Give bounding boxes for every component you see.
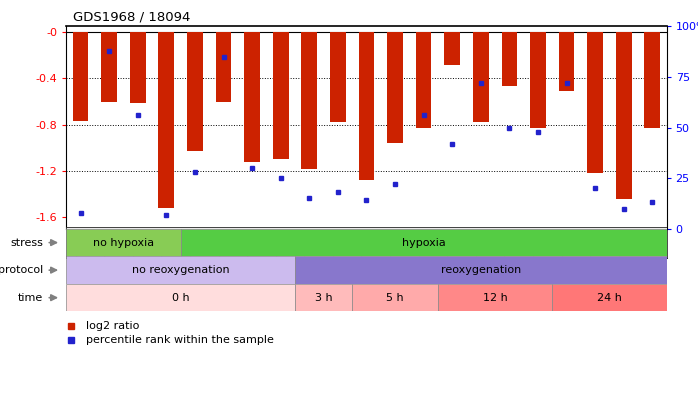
Text: GSM16814: GSM16814 bbox=[219, 229, 228, 274]
Bar bbox=[73, 32, 89, 121]
Text: GSM16824: GSM16824 bbox=[419, 229, 428, 274]
Bar bbox=[445, 32, 460, 64]
Text: GSM16833: GSM16833 bbox=[591, 229, 600, 275]
Text: GDS1968 / 18094: GDS1968 / 18094 bbox=[73, 10, 191, 23]
Bar bbox=[216, 32, 231, 102]
Text: GSM16816: GSM16816 bbox=[276, 229, 285, 274]
Text: 3 h: 3 h bbox=[315, 293, 332, 303]
Text: GSM16837: GSM16837 bbox=[105, 229, 114, 275]
Text: no reoxygenation: no reoxygenation bbox=[132, 265, 230, 275]
Bar bbox=[66, 256, 295, 284]
Bar bbox=[416, 32, 431, 128]
Bar bbox=[616, 32, 632, 199]
Bar bbox=[530, 32, 546, 128]
Text: time: time bbox=[18, 293, 43, 303]
Text: 0 h: 0 h bbox=[172, 293, 189, 303]
Bar bbox=[273, 32, 288, 160]
Text: GSM16835: GSM16835 bbox=[648, 229, 657, 274]
Text: no hypoxia: no hypoxia bbox=[93, 238, 154, 247]
Bar bbox=[644, 32, 660, 128]
Bar bbox=[66, 229, 181, 256]
Text: 12 h: 12 h bbox=[483, 293, 507, 303]
Bar bbox=[473, 32, 489, 122]
Bar bbox=[244, 32, 260, 162]
Bar bbox=[330, 32, 346, 122]
Bar bbox=[295, 284, 352, 311]
Text: protocol: protocol bbox=[0, 265, 43, 275]
Text: 24 h: 24 h bbox=[597, 293, 622, 303]
Text: GSM16838: GSM16838 bbox=[133, 229, 142, 275]
Bar bbox=[181, 229, 667, 256]
Bar bbox=[158, 32, 174, 208]
Text: GSM16819: GSM16819 bbox=[362, 229, 371, 274]
Bar bbox=[558, 32, 574, 91]
Bar bbox=[359, 32, 374, 180]
Text: GSM16815: GSM16815 bbox=[248, 229, 257, 274]
Bar bbox=[130, 32, 146, 103]
Bar bbox=[302, 32, 317, 168]
Bar bbox=[101, 32, 117, 102]
Bar bbox=[587, 32, 603, 173]
Text: log2 ratio: log2 ratio bbox=[86, 321, 139, 331]
Text: GSM16839: GSM16839 bbox=[162, 229, 171, 274]
Bar bbox=[352, 284, 438, 311]
Text: percentile rank within the sample: percentile rank within the sample bbox=[86, 335, 274, 345]
Text: GSM16830: GSM16830 bbox=[505, 229, 514, 274]
Bar bbox=[187, 32, 203, 151]
Text: GSM16834: GSM16834 bbox=[619, 229, 628, 274]
Text: GSM16832: GSM16832 bbox=[562, 229, 571, 274]
Text: reoxygenation: reoxygenation bbox=[440, 265, 521, 275]
Bar bbox=[295, 256, 667, 284]
Text: GSM16836: GSM16836 bbox=[76, 229, 85, 275]
Text: GSM16821: GSM16821 bbox=[391, 229, 399, 274]
Text: GSM16817: GSM16817 bbox=[305, 229, 314, 274]
Text: GSM16818: GSM16818 bbox=[334, 229, 342, 274]
Bar bbox=[501, 32, 517, 87]
Text: GSM16826: GSM16826 bbox=[447, 229, 456, 274]
Text: GSM16784: GSM16784 bbox=[191, 229, 200, 274]
Text: hypoxia: hypoxia bbox=[402, 238, 445, 247]
Bar bbox=[552, 284, 667, 311]
Text: GSM16831: GSM16831 bbox=[533, 229, 542, 274]
Bar bbox=[387, 32, 403, 143]
Text: 5 h: 5 h bbox=[386, 293, 404, 303]
Bar bbox=[66, 284, 295, 311]
Bar bbox=[438, 284, 552, 311]
Text: stress: stress bbox=[10, 238, 43, 247]
Text: GSM16828: GSM16828 bbox=[476, 229, 485, 274]
